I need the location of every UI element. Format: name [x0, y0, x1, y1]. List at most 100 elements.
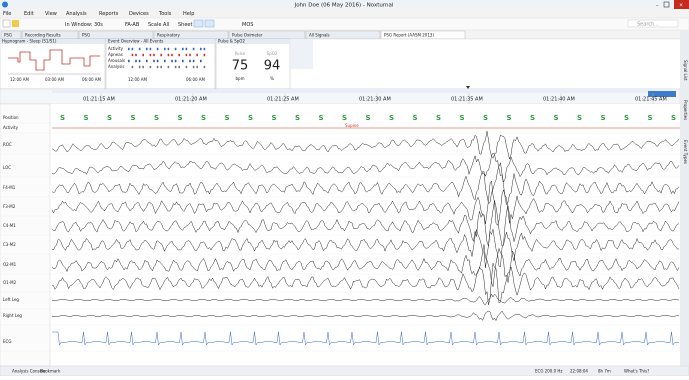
event-tick	[153, 53, 155, 57]
menu-item[interactable]: Edit	[24, 11, 34, 17]
event-tick	[203, 65, 206, 69]
overview-scroll[interactable]	[52, 89, 672, 93]
timeline-time: 01:21:20 AM	[175, 97, 207, 103]
signal-trace	[51, 161, 680, 206]
position-marker: S	[60, 114, 65, 122]
event-tick	[185, 47, 188, 51]
event-tick	[192, 65, 195, 69]
panel-header	[106, 39, 215, 44]
event-tick	[174, 47, 177, 51]
channel-label: Position	[3, 115, 19, 120]
sheet[interactable]: Sheet	[178, 22, 192, 28]
event-row-label: Apneas	[108, 52, 123, 57]
timeline-time: 01:21:35 AM	[451, 97, 483, 103]
event-tick	[185, 65, 188, 69]
side-tab[interactable]: Properties	[683, 100, 688, 120]
hypnogram-panel	[0, 38, 106, 90]
spo2-value: 94	[264, 59, 281, 74]
signal-trace	[51, 131, 680, 160]
side-tab[interactable]: Event Types	[683, 140, 688, 164]
menu-item[interactable]: Tools	[158, 11, 172, 17]
event-tick	[171, 53, 173, 57]
event-tick	[142, 65, 144, 69]
event-tick	[131, 53, 134, 57]
event-tick	[164, 59, 166, 63]
position-marker: S	[436, 114, 441, 122]
app-icon	[2, 1, 8, 8]
position-marker: S	[577, 114, 582, 122]
channel-label: Activity	[3, 125, 19, 130]
pulse-panel	[215, 38, 291, 90]
menu-item[interactable]: Help	[183, 11, 194, 17]
search-box[interactable]	[627, 19, 679, 28]
event-tick	[131, 47, 134, 51]
menu-item[interactable]: View	[45, 11, 57, 17]
hypnogram-time: 12:00 AM	[10, 77, 30, 82]
channel-label: ROC	[3, 142, 12, 147]
time-box[interactable]	[648, 91, 676, 97]
signal-trace	[51, 200, 680, 247]
panel-header	[0, 39, 105, 44]
position-marker: S	[107, 114, 112, 122]
menu-item[interactable]: File	[3, 11, 11, 17]
position-marker: S	[530, 114, 535, 122]
menu-item[interactable]: Devices	[129, 11, 149, 17]
close[interactable]	[674, 0, 689, 9]
signal-trace	[51, 180, 680, 226]
channel-label: F4-M1	[3, 185, 16, 190]
position-marker: S	[483, 114, 488, 122]
event-tick	[178, 65, 180, 69]
view-btn[interactable]	[193, 19, 204, 28]
menu-item[interactable]: Reports	[99, 11, 119, 17]
position-marker: S	[624, 114, 629, 122]
event-tick	[135, 53, 137, 57]
event-tick	[138, 47, 141, 51]
menu-item[interactable]: Analysis	[66, 11, 87, 17]
new-btn[interactable]	[2, 19, 11, 28]
status-right: ECG 200.0 Hz	[535, 369, 563, 374]
title-bar	[0, 0, 689, 9]
timeline-time: 01:21:45 AM	[635, 97, 667, 103]
position-marker: S	[272, 114, 277, 122]
position-marker: S	[154, 114, 159, 122]
event-tick	[153, 59, 155, 63]
event-tick	[160, 65, 162, 69]
view-btn[interactable]	[204, 19, 215, 28]
channel-label: C4-M1	[3, 223, 16, 228]
timeline-time: 01:21:25 AM	[267, 97, 299, 103]
event-tick	[171, 59, 173, 63]
mos[interactable]: MOS	[242, 22, 253, 28]
toolbar	[0, 17, 689, 31]
tab-label: PSG Report (AASM 2013)	[384, 33, 434, 38]
maximize[interactable]	[663, 1, 670, 8]
event-tick	[203, 53, 206, 57]
event-tick	[149, 47, 152, 51]
event-row-label: Arousals	[108, 58, 125, 63]
event-tick	[149, 65, 152, 69]
window-length[interactable]: In Window: 30s	[65, 22, 103, 28]
status-left[interactable]: Analysis Console	[12, 369, 46, 374]
timeline-time: 01:21:30 AM	[359, 97, 391, 103]
signal-trace	[51, 244, 680, 287]
channel-label: LOC	[3, 165, 11, 170]
position-marker: S	[319, 114, 324, 122]
side-tab[interactable]: Signal List	[683, 60, 688, 81]
channel-label: O2-M1	[3, 262, 17, 267]
position-label: Supine	[345, 123, 359, 128]
pulse-unit: bpm	[236, 76, 245, 81]
event-tick	[128, 59, 130, 63]
scale-all[interactable]: Scale All	[148, 22, 169, 28]
minimize[interactable]: –	[656, 3, 659, 9]
position-marker: S	[460, 114, 465, 122]
open-btn[interactable]	[12, 20, 19, 27]
position-marker: S	[201, 114, 206, 122]
event-tick	[146, 59, 148, 63]
position-marker: S	[295, 114, 300, 122]
status-left[interactable]: Bookmark	[40, 369, 61, 374]
hypnogram-title: Hypnogram - Sleep (S1/S1)	[2, 39, 57, 44]
montage[interactable]: FA-AB	[125, 22, 140, 28]
timeline-time: 01:21:40 AM	[543, 97, 575, 103]
position-marker: S	[507, 114, 512, 122]
position-marker: S	[178, 114, 183, 122]
